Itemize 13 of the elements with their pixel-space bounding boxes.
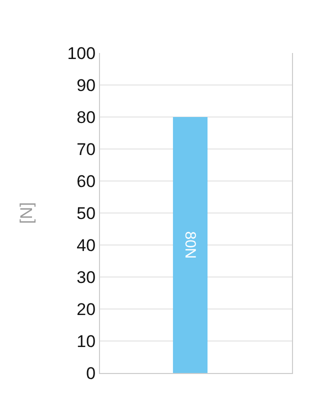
y-tick-label: 100	[67, 44, 96, 63]
y-tick-label: 10	[76, 332, 96, 351]
y-tick-label: 80	[76, 108, 96, 127]
y-tick-label: 50	[76, 204, 96, 223]
y-tick-label: 30	[76, 268, 96, 287]
y-tick-label: 20	[76, 300, 96, 319]
y-axis-title: [N]	[16, 202, 36, 224]
y-tick-label: 90	[76, 76, 96, 95]
y-tick-label: 60	[76, 172, 96, 191]
y-tick-label: 0	[86, 364, 96, 383]
y-tick-label: 40	[76, 236, 96, 255]
y-tick-label: 70	[76, 140, 96, 159]
data-label: 80N	[182, 231, 199, 259]
